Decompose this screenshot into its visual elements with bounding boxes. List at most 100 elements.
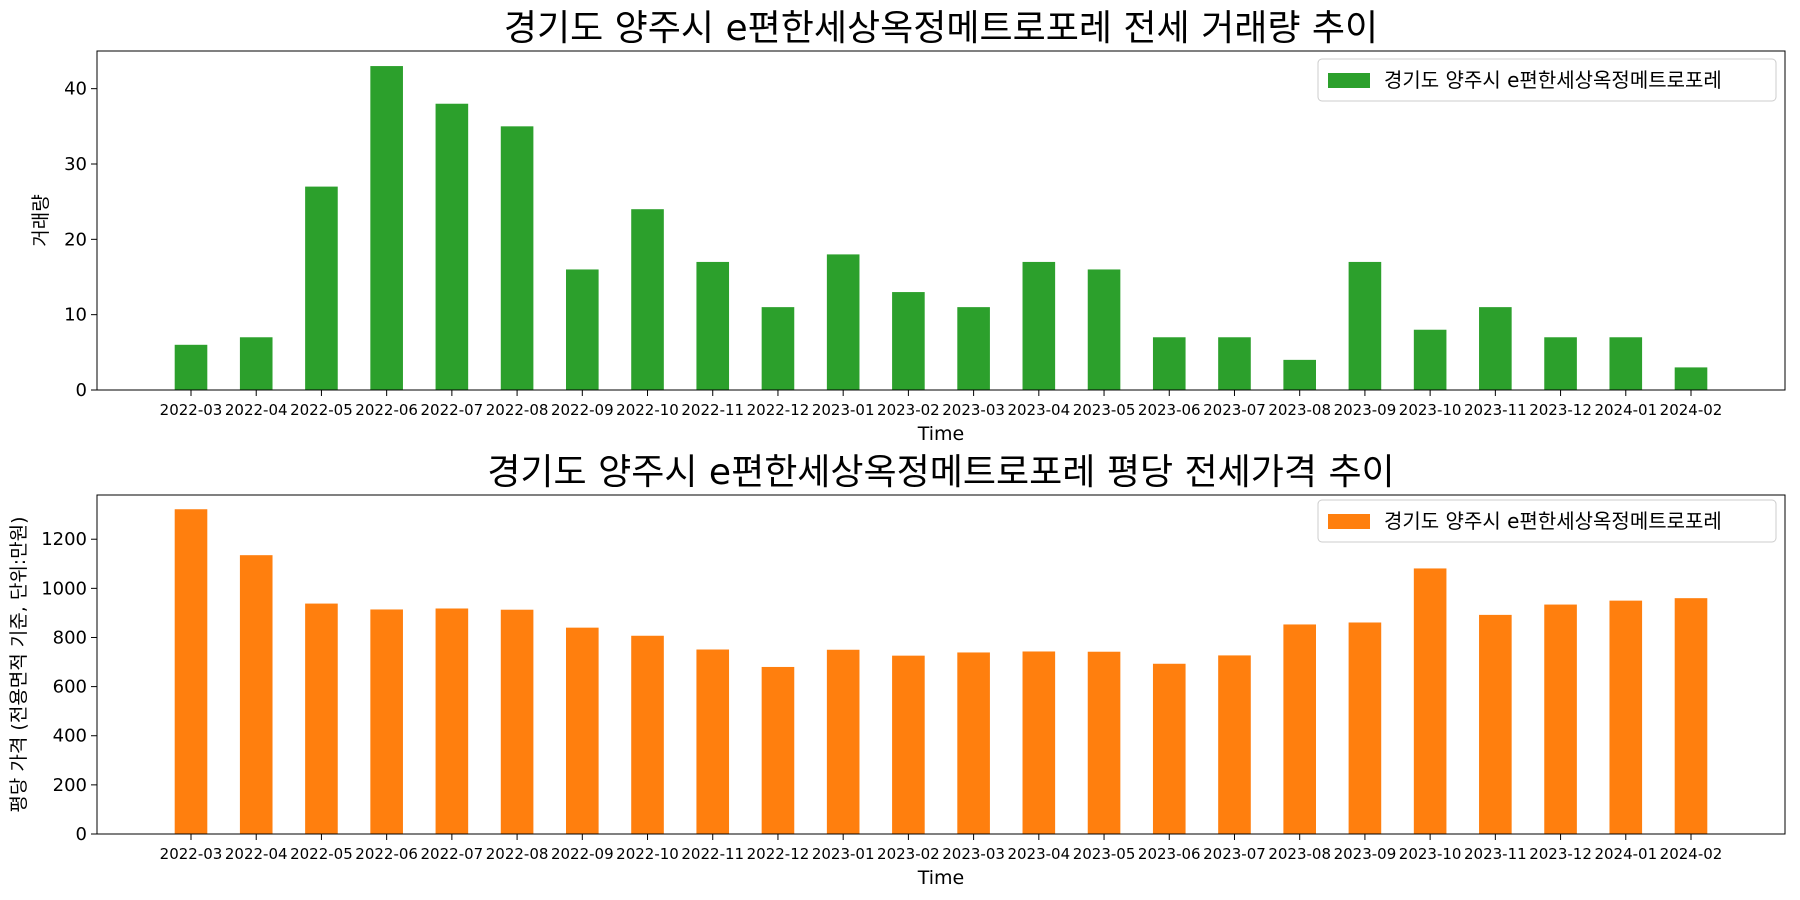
bar-2022-03 [174, 509, 208, 834]
x-tick-label: 2023-07 [1203, 401, 1266, 419]
bar-2023-06 [1152, 337, 1186, 390]
bar-2022-10 [631, 209, 664, 390]
x-tick-label: 2023-04 [1007, 401, 1070, 419]
y-axis-label: 거래량 [30, 194, 52, 246]
y-tick-label: 10 [64, 305, 87, 326]
bar-2022-09 [566, 269, 599, 390]
x-tick-label: 2023-05 [1073, 845, 1136, 863]
x-tick-label: 2022-05 [290, 845, 353, 863]
x-tick-label: 2023-05 [1073, 401, 1136, 419]
x-tick-label: 2024-01 [1594, 845, 1657, 863]
x-tick-label: 2023-09 [1334, 401, 1397, 419]
x-tick-label: 2023-10 [1399, 401, 1462, 419]
x-tick-label: 2023-12 [1529, 401, 1592, 419]
x-tick-label: 2022-09 [551, 401, 614, 419]
bar-2022-08 [500, 126, 534, 390]
y-tick-label: 0 [76, 824, 87, 845]
x-tick-label: 2023-12 [1529, 845, 1592, 863]
bar-2022-11 [696, 649, 730, 834]
y-tick-label: 400 [53, 726, 87, 747]
bar-2024-01 [1609, 600, 1643, 834]
bar-2022-05 [305, 186, 338, 390]
x-tick-label: 2022-03 [160, 401, 223, 419]
x-tick-label: 2023-11 [1464, 845, 1527, 863]
bar-2023-05 [1087, 651, 1121, 834]
bar-2022-06 [370, 66, 403, 391]
x-tick-label: 2022-04 [225, 401, 288, 419]
x-tick-label: 2024-02 [1660, 845, 1723, 863]
x-tick-label: 2023-01 [812, 401, 875, 419]
x-tick-label: 2022-10 [616, 845, 679, 863]
y-tick-label: 800 [53, 627, 87, 648]
x-tick-label: 2022-11 [681, 845, 744, 863]
bar-2022-10 [631, 635, 664, 834]
x-tick-label: 2022-06 [355, 401, 418, 419]
x-tick-label: 2023-04 [1007, 845, 1070, 863]
bar-2023-03 [957, 652, 990, 834]
x-tick-label: 2022-04 [225, 845, 288, 863]
chart-title: 경기도 양주시 e편한세상옥정메트로포레 평당 전세가격 추이 [487, 452, 1394, 493]
legend-box [1317, 499, 1777, 543]
bar-2023-04 [1022, 651, 1056, 834]
bar-2023-11 [1479, 307, 1512, 390]
legend-label: 경기도 양주시 e편한세상옥정메트로포레 [1384, 68, 1722, 92]
x-tick-label: 2023-01 [812, 845, 875, 863]
x-tick-label: 2023-02 [877, 401, 940, 419]
x-tick-label: 2022-06 [355, 845, 418, 863]
x-tick-label: 2024-02 [1660, 401, 1723, 419]
bar-2022-06 [370, 609, 403, 834]
x-tick-label: 2023-11 [1464, 401, 1527, 419]
y-tick-label: 40 [64, 79, 87, 100]
x-tick-label: 2024-01 [1594, 401, 1657, 419]
bar-2022-12 [761, 666, 795, 834]
x-tick-label: 2023-09 [1334, 845, 1397, 863]
x-tick-label: 2022-07 [421, 401, 484, 419]
bar-2022-08 [500, 609, 534, 834]
bar-2024-02 [1674, 367, 1708, 390]
bar-2023-11 [1479, 614, 1512, 834]
y-tick-label: 600 [53, 677, 87, 698]
bar-2023-09 [1348, 261, 1382, 390]
x-tick-label: 2022-08 [486, 401, 549, 419]
y-tick-label: 200 [53, 775, 87, 796]
x-tick-label: 2022-12 [747, 845, 810, 863]
bar-2022-09 [566, 627, 599, 834]
bar-2023-02 [892, 655, 925, 834]
bar-2022-04 [239, 555, 273, 834]
x-tick-label: 2023-10 [1399, 845, 1462, 863]
bar-2022-03 [174, 344, 208, 390]
y-tick-label: 30 [64, 154, 87, 175]
x-tick-label: 2023-02 [877, 845, 940, 863]
y-tick-label: 0 [76, 380, 87, 401]
x-tick-label: 2023-07 [1203, 845, 1266, 863]
bar-2022-11 [696, 261, 730, 390]
legend-swatch [1328, 73, 1370, 88]
bar-2023-05 [1087, 269, 1121, 390]
x-tick-label: 2022-05 [290, 401, 353, 419]
bar-2022-04 [239, 337, 273, 390]
x-tick-label: 2022-09 [551, 845, 614, 863]
bar-2022-07 [435, 103, 469, 390]
bar-2024-01 [1609, 337, 1643, 390]
bar-2023-07 [1218, 655, 1251, 834]
bar-2022-05 [305, 603, 338, 834]
x-tick-label: 2022-08 [486, 845, 549, 863]
legend-swatch [1328, 514, 1370, 529]
y-axis-label: 평당 가격 (전용면적 기준, 단위:만원) [8, 516, 30, 812]
x-tick-label: 2023-06 [1138, 401, 1201, 419]
bar-2023-01 [826, 649, 860, 834]
bar-2023-12 [1544, 337, 1577, 390]
bar-2023-12 [1544, 604, 1577, 834]
bar-2024-02 [1674, 598, 1708, 834]
bar-2022-07 [435, 608, 469, 834]
legend-label: 경기도 양주시 e편한세상옥정메트로포레 [1384, 509, 1722, 533]
x-axis-label: Time [917, 867, 965, 889]
x-tick-label: 2022-10 [616, 401, 679, 419]
x-tick-label: 2022-07 [421, 845, 484, 863]
x-tick-label: 2023-03 [942, 401, 1005, 419]
bar-2023-10 [1413, 568, 1447, 834]
plot-frame [96, 494, 1786, 835]
